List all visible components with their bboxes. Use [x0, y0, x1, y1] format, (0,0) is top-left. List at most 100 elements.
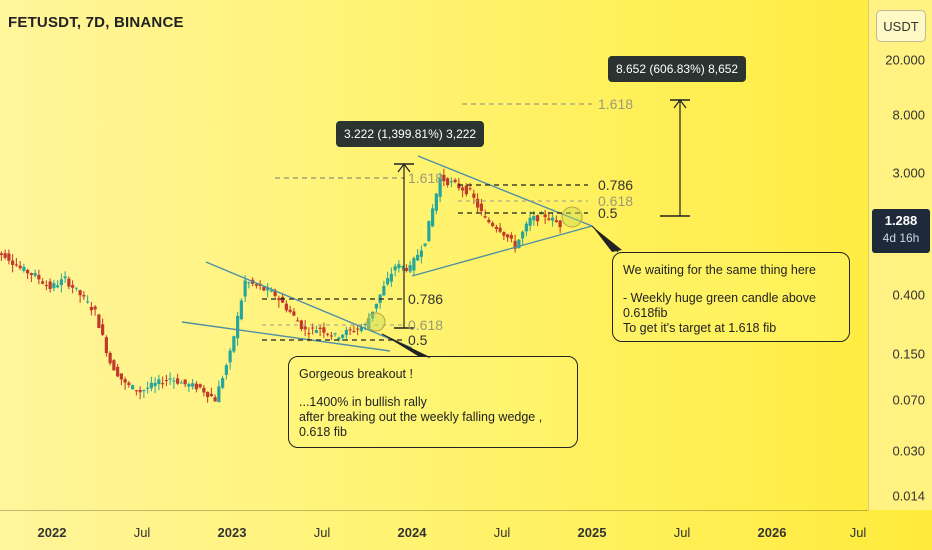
- candle-body: [551, 217, 555, 221]
- candle-body: [74, 287, 78, 289]
- y-tick: 3.000: [892, 165, 925, 181]
- currency-button[interactable]: USDT: [876, 10, 926, 42]
- candle-body: [179, 382, 183, 384]
- candle-body: [277, 298, 281, 301]
- candle-body: [273, 290, 277, 296]
- candle-body: [356, 328, 360, 330]
- candle-body: [494, 226, 498, 229]
- candle-body: [423, 243, 427, 246]
- candle-body: [97, 314, 101, 329]
- candle-body: [299, 320, 303, 329]
- candle-body: [311, 327, 315, 329]
- candle-body: [333, 333, 337, 335]
- trendlines: [181, 155, 593, 352]
- candle-body: [157, 379, 161, 384]
- candle-body: [371, 311, 375, 319]
- candle-body: [558, 220, 562, 228]
- y-tick: 20.000: [885, 52, 925, 68]
- callout-right-title: We waiting for the same thing here: [623, 263, 816, 277]
- candle-body: [138, 390, 142, 393]
- y-tick: 0.150: [892, 346, 925, 362]
- candle-body: [82, 295, 86, 297]
- candle-body: [26, 269, 30, 274]
- x-tick: 2024: [397, 525, 427, 540]
- x-tick: 2026: [757, 525, 787, 540]
- price-plot[interactable]: [0, 0, 868, 510]
- y-tick: 8.000: [892, 107, 925, 123]
- candle-body: [326, 333, 330, 335]
- callout-left-title: Gorgeous breakout !: [299, 367, 413, 381]
- measure-arrow-2: [660, 99, 690, 217]
- candle-body: [517, 239, 521, 248]
- candle-body: [217, 386, 221, 403]
- candle-body: [232, 336, 236, 352]
- candle-body: [228, 350, 232, 363]
- candle-body: [521, 231, 525, 239]
- time-axis[interactable]: 2022 Jul 2023 Jul 2024 Jul 2025 Jul 2026…: [0, 510, 868, 550]
- candle-body: [48, 281, 52, 289]
- x-tick: Jul: [493, 525, 511, 540]
- candle-body: [359, 326, 363, 331]
- candle-body: [419, 250, 423, 257]
- candle-body: [213, 397, 217, 402]
- measure-label-2: 8.652 (606.83%) 8,652: [608, 56, 747, 82]
- candle-body: [7, 253, 11, 261]
- highlight-circle-1: [366, 312, 386, 332]
- callout-right-line-2: To get it's target at 1.618 fib: [623, 321, 777, 335]
- candle-body: [389, 273, 393, 282]
- candle-body: [393, 266, 397, 271]
- candle-body: [284, 303, 288, 311]
- fib-b-1618-label: 1.618: [408, 170, 444, 186]
- candle-body: [506, 234, 510, 238]
- candle-body: [112, 360, 116, 371]
- candle-body: [434, 193, 438, 211]
- callout-left-line-1: ...1400% in bullish rally: [299, 395, 427, 409]
- candle-body: [52, 283, 56, 289]
- measure-label-1: 3.222 (1,399.81%) 3,222: [336, 121, 485, 147]
- candle-body: [93, 306, 97, 310]
- bar-countdown: 4d 16h: [882, 231, 920, 245]
- candle-body: [337, 337, 341, 340]
- candle-body: [431, 208, 435, 227]
- fib-c-1618-label: 1.618: [598, 96, 634, 112]
- candle-body: [187, 384, 191, 387]
- candle-body: [314, 330, 318, 333]
- candle-body: [37, 274, 41, 280]
- candle-body: [56, 285, 60, 288]
- candle-body: [11, 260, 15, 265]
- candle-body: [116, 366, 120, 377]
- candle-body: [127, 382, 131, 386]
- candle-body: [78, 290, 82, 296]
- candle-body: [224, 365, 228, 375]
- candle-body: [296, 320, 300, 322]
- fib-a-0618-label: 0.618: [408, 317, 444, 333]
- candle-body: [168, 378, 172, 380]
- candle-body: [427, 220, 431, 242]
- candle-body: [243, 280, 247, 297]
- price-axis[interactable]: 20.000 8.000 3.000 0.400 0.150 0.070 0.0…: [868, 0, 932, 510]
- triangle-lower-line: [411, 225, 593, 277]
- candle-body: [262, 286, 266, 291]
- current-price-badge: 1.288 4d 16h: [872, 209, 930, 253]
- candle-body: [161, 383, 165, 385]
- candle-body: [108, 352, 112, 364]
- candle-body: [67, 278, 71, 287]
- candle-body: [86, 301, 90, 303]
- triangle-upper-line: [417, 155, 593, 227]
- current-price: 1.288: [884, 213, 918, 228]
- candle-body: [476, 198, 480, 208]
- candle-body: [543, 214, 547, 218]
- candle-body: [198, 384, 202, 388]
- candle-body: [307, 333, 311, 335]
- candle-body: [446, 178, 450, 186]
- candle-body: [329, 335, 333, 337]
- candle-body: [502, 232, 506, 236]
- candle-body: [348, 329, 352, 331]
- candle-body: [176, 378, 180, 384]
- candle-body: [194, 383, 198, 390]
- candle-body: [453, 179, 457, 183]
- x-tick: 2023: [217, 525, 247, 540]
- candle-body: [131, 385, 135, 390]
- highlight-circle-2: [561, 206, 583, 228]
- candle-body: [269, 290, 273, 292]
